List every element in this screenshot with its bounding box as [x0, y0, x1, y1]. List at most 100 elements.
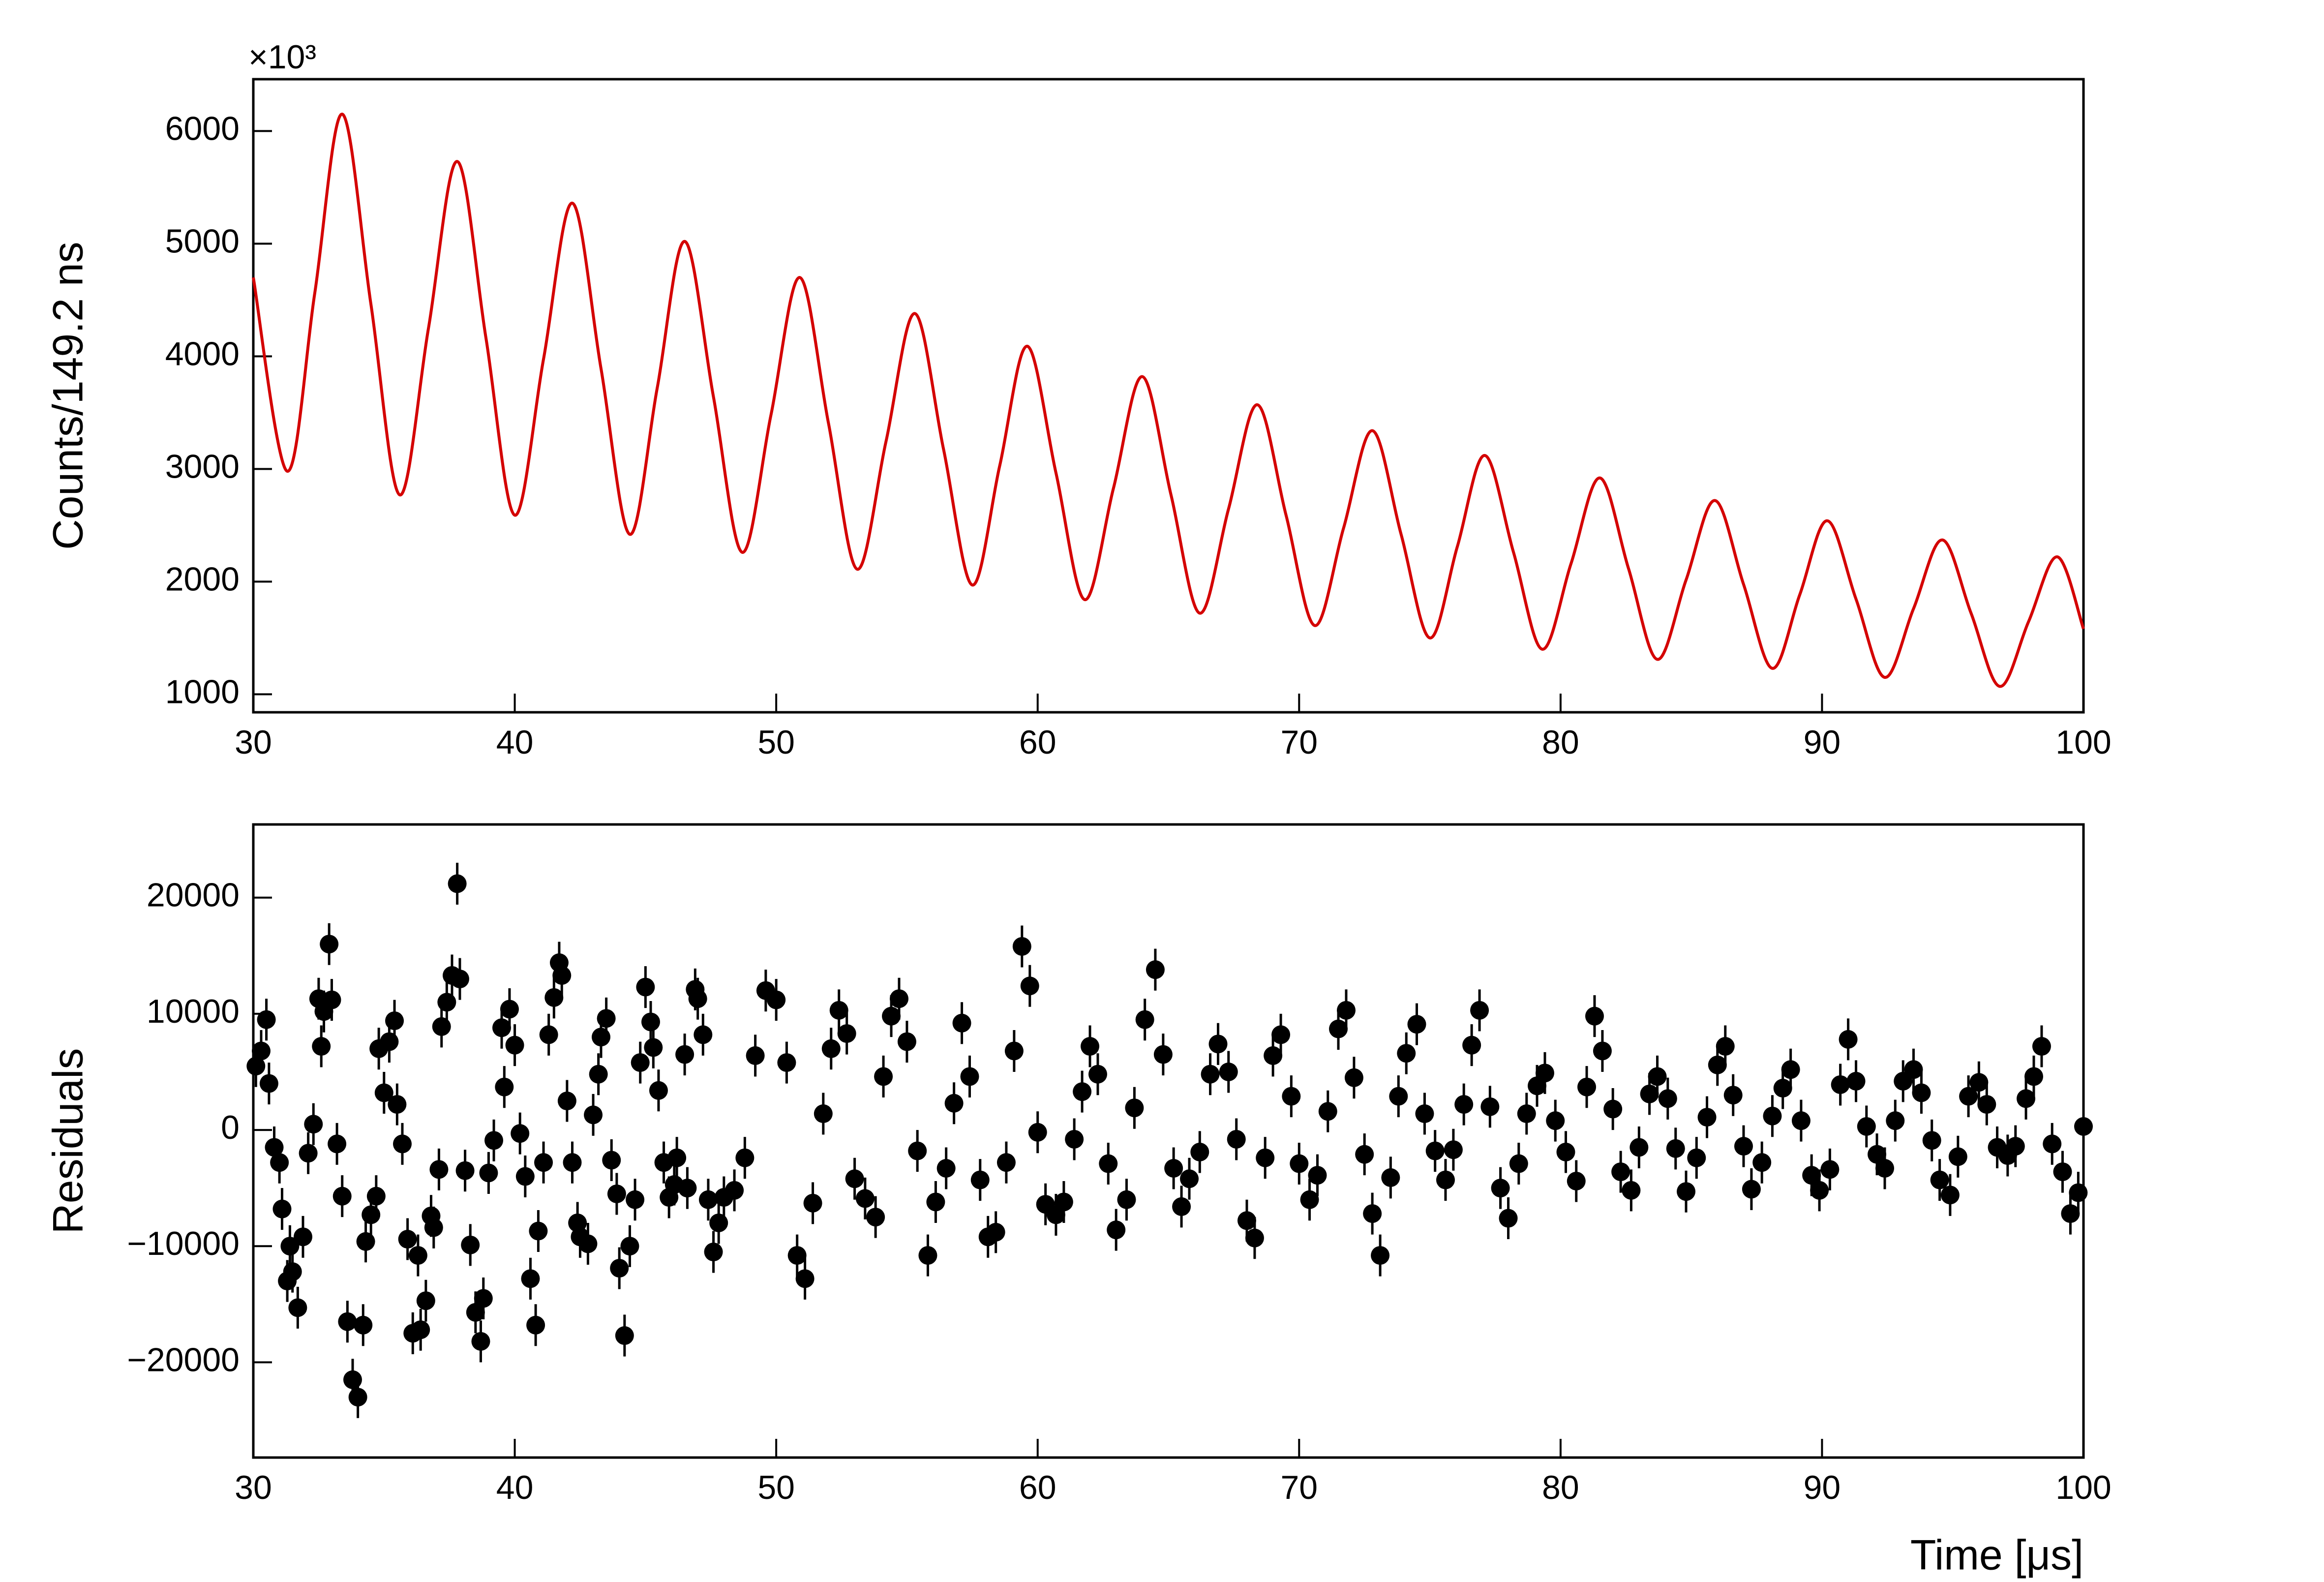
data-point: [1415, 1104, 1434, 1124]
data-point: [2024, 1067, 2044, 1086]
data-point: [280, 1237, 300, 1256]
data-point: [251, 1041, 271, 1061]
data-point: [882, 1006, 901, 1026]
x-tick-label: 60: [1019, 1469, 1056, 1506]
data-point: [492, 1018, 511, 1037]
data-point: [1290, 1154, 1309, 1173]
data-point: [908, 1141, 927, 1160]
data-point: [1107, 1220, 1126, 1240]
data-point: [1868, 1145, 1887, 1164]
data-point: [1336, 1001, 1356, 1020]
data-point: [293, 1227, 312, 1247]
data-point: [1436, 1170, 1455, 1189]
data-point: [725, 1181, 744, 1200]
data-point: [1577, 1077, 1597, 1096]
data-point: [641, 1012, 660, 1032]
y-axis-title: Counts/149.2 ns: [45, 242, 92, 549]
y-tick-label: −20000: [127, 1341, 240, 1378]
data-point: [257, 1010, 276, 1029]
data-point: [1677, 1182, 1696, 1201]
data-point: [1020, 976, 1039, 996]
data-point: [1802, 1166, 1821, 1185]
data-point: [380, 1032, 399, 1051]
data-point: [1012, 937, 1031, 956]
data-point: [584, 1105, 603, 1125]
data-point: [986, 1222, 1005, 1242]
data-point: [429, 1160, 449, 1179]
y-tick-label: 1000: [165, 673, 240, 710]
data-point: [918, 1246, 937, 1265]
data-point: [322, 990, 341, 1009]
data-point: [1734, 1137, 1753, 1156]
data-point: [1723, 1086, 1743, 1105]
data-point: [385, 1011, 404, 1031]
data-point: [1004, 1041, 1024, 1061]
data-point: [1567, 1171, 1586, 1190]
y-tick-label: 6000: [165, 110, 240, 147]
data-point: [675, 1045, 694, 1064]
data-point: [356, 1232, 375, 1251]
data-point: [667, 1148, 687, 1167]
data-point: [1546, 1111, 1565, 1130]
data-point: [338, 1312, 357, 1331]
data-point: [866, 1208, 885, 1227]
data-point: [1081, 1037, 1100, 1056]
data-point: [366, 1186, 386, 1206]
x-axis-title: Time [μs]: [1910, 1532, 2083, 1579]
data-point: [1389, 1087, 1408, 1106]
data-point: [960, 1067, 979, 1086]
data-point: [1219, 1062, 1238, 1081]
data-point: [1648, 1067, 1667, 1086]
data-point: [1329, 1019, 1348, 1038]
data-point: [845, 1169, 864, 1188]
data-point: [1300, 1190, 1319, 1209]
data-point: [610, 1259, 629, 1278]
y-tick-label: −10000: [127, 1225, 240, 1262]
data-point: [607, 1184, 626, 1203]
data-point: [450, 970, 469, 989]
x-tick-label: 30: [235, 1469, 272, 1506]
x-tick-label: 30: [235, 724, 272, 761]
data-point: [787, 1246, 807, 1265]
data-point: [362, 1205, 381, 1224]
x-tick-label: 40: [496, 1469, 534, 1506]
data-point: [416, 1291, 435, 1310]
data-point: [534, 1153, 553, 1172]
data-point: [1630, 1138, 1649, 1157]
data-point: [437, 993, 456, 1012]
data-point: [704, 1243, 723, 1262]
data-point: [515, 1167, 535, 1186]
data-point: [1831, 1075, 1850, 1094]
data-point: [388, 1095, 407, 1114]
data-point: [1407, 1015, 1426, 1034]
data-point: [649, 1081, 668, 1100]
y-tick-label: 5000: [165, 222, 240, 260]
x-tick-label: 80: [1542, 724, 1579, 761]
x-tick-label: 100: [2055, 724, 2111, 761]
data-point: [1742, 1180, 1761, 1199]
data-point: [1846, 1071, 1866, 1091]
data-point: [1271, 1025, 1291, 1044]
data-point: [678, 1179, 697, 1198]
data-point: [529, 1221, 548, 1241]
data-point: [1687, 1148, 1706, 1167]
data-point: [578, 1234, 598, 1253]
data-point: [1509, 1154, 1528, 1173]
data-point: [688, 989, 707, 1008]
data-point: [332, 1186, 352, 1206]
data-point: [1517, 1104, 1536, 1124]
x-tick-label: 50: [757, 724, 795, 761]
data-point: [1073, 1082, 1092, 1101]
data-point: [1658, 1089, 1677, 1108]
data-point: [2017, 1089, 2036, 1108]
data-point: [398, 1230, 417, 1249]
x-tick-label: 50: [757, 1469, 795, 1506]
data-point: [1237, 1211, 1256, 1230]
data-point: [952, 1013, 971, 1033]
data-point: [288, 1298, 307, 1317]
data-point: [795, 1269, 815, 1288]
data-point: [299, 1144, 318, 1163]
data-point: [626, 1190, 645, 1209]
data-point: [644, 1038, 663, 1057]
